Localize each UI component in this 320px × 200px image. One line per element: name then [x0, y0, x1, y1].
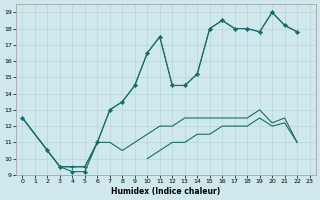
- X-axis label: Humidex (Indice chaleur): Humidex (Indice chaleur): [111, 187, 221, 196]
